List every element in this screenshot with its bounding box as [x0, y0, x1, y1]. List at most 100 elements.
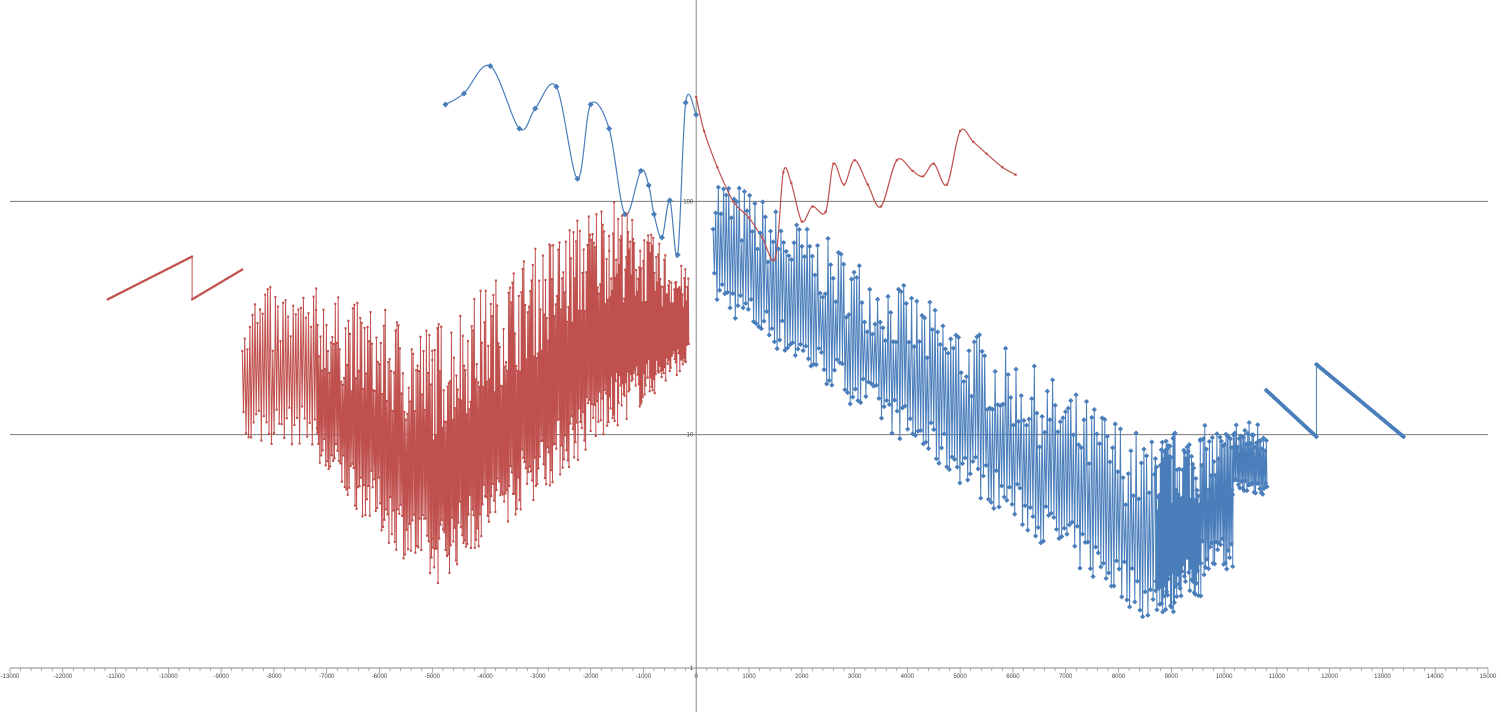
data-point	[418, 517, 421, 520]
data-point	[1187, 497, 1194, 503]
data-point	[538, 279, 541, 282]
data-point	[1243, 441, 1249, 447]
data-point	[833, 299, 839, 305]
data-point	[1094, 431, 1100, 437]
data-point	[608, 249, 611, 252]
data-point	[113, 294, 116, 298]
data-point	[1039, 413, 1045, 420]
data-point	[1100, 560, 1107, 566]
data-point	[957, 480, 963, 486]
data-point	[359, 316, 362, 320]
data-point	[1260, 435, 1267, 441]
data-point	[682, 356, 685, 359]
data-point	[662, 372, 665, 375]
data-point	[510, 301, 513, 304]
data-point	[788, 257, 795, 263]
data-point	[422, 350, 425, 353]
data-point	[846, 312, 852, 318]
data-point	[978, 495, 984, 501]
data-point	[542, 463, 545, 466]
data-point	[285, 417, 288, 420]
data-point	[945, 350, 951, 356]
data-point	[114, 294, 117, 297]
data-point	[335, 341, 338, 344]
data-point	[664, 379, 667, 382]
x-tick-label: -4000	[477, 674, 493, 680]
data-point	[156, 272, 159, 275]
data-point	[907, 416, 913, 422]
data-point	[1014, 481, 1020, 487]
data-point	[626, 370, 629, 373]
data-point	[1180, 467, 1186, 473]
data-point	[1241, 488, 1247, 494]
data-point	[529, 470, 532, 473]
data-point	[334, 442, 338, 446]
data-point	[130, 286, 133, 289]
data-point	[1073, 392, 1079, 398]
data-point	[443, 420, 447, 423]
data-point	[519, 370, 522, 373]
data-point	[783, 248, 789, 255]
data-point	[519, 508, 522, 511]
data-point	[476, 527, 479, 530]
data-point	[420, 393, 424, 396]
data-point	[912, 432, 919, 438]
data-point	[381, 393, 384, 396]
data-point	[1055, 429, 1061, 435]
data-point	[524, 304, 527, 307]
data-point	[531, 479, 534, 482]
data-point	[1159, 439, 1165, 445]
data-point	[754, 246, 761, 252]
data-point	[643, 239, 646, 242]
data-point	[490, 494, 493, 498]
data-point	[449, 380, 452, 383]
data-point	[408, 522, 411, 525]
data-point	[687, 342, 690, 345]
data-point	[988, 499, 994, 505]
data-point	[902, 403, 908, 409]
data-point	[710, 226, 716, 232]
data-point	[980, 473, 986, 479]
data-point	[164, 268, 167, 271]
data-point	[1163, 606, 1169, 613]
data-point	[131, 285, 134, 288]
data-point	[356, 301, 359, 304]
data-point	[387, 360, 390, 364]
data-point	[557, 248, 560, 251]
data-point	[625, 417, 628, 420]
data-point	[1208, 540, 1215, 546]
data-point	[670, 281, 673, 284]
data-point	[365, 372, 368, 375]
data-point	[1123, 502, 1129, 508]
data-point	[449, 544, 452, 547]
data-point	[1046, 512, 1052, 518]
data-point	[651, 389, 654, 392]
data-point	[547, 451, 550, 454]
data-point	[1095, 550, 1101, 556]
data-point	[595, 213, 598, 216]
data-point	[323, 437, 326, 441]
data-point	[1199, 538, 1206, 544]
data-point	[635, 364, 638, 367]
data-point	[384, 508, 388, 511]
data-point	[648, 390, 651, 393]
data-point	[541, 254, 545, 257]
data-point	[355, 507, 358, 510]
data-point	[148, 276, 151, 280]
data-point	[441, 426, 444, 429]
data-point	[218, 281, 221, 284]
data-point	[487, 344, 490, 347]
data-point	[765, 259, 771, 265]
data-point	[181, 260, 184, 263]
x-tick-label: -13000	[1, 674, 20, 680]
data-point	[972, 454, 979, 460]
data-point	[1023, 422, 1030, 428]
data-point	[1010, 422, 1016, 428]
data-point	[575, 421, 578, 424]
data-point	[1052, 402, 1058, 408]
data-point	[313, 418, 316, 421]
data-point	[482, 483, 485, 486]
data-point	[406, 412, 409, 415]
data-point	[784, 345, 791, 351]
data-point	[670, 354, 673, 357]
